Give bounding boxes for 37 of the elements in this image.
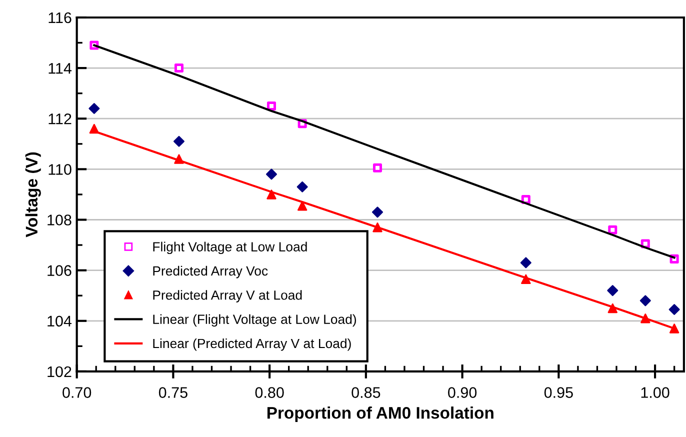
point [174,64,184,73]
y-tick-label: 116 [48,12,72,24]
y-tick-label: 108 [48,214,72,226]
point [607,285,618,296]
legend-label: Predicted Array Voc [153,266,268,278]
x-tick-label: 0.95 [544,387,573,398]
y-tick-label: 102 [48,366,72,378]
point [296,181,308,192]
y-tick-label: 110 [48,164,72,175]
legend-label: Linear (Predicted Array V at Load) [153,338,351,351]
legend-label: Flight Voltage at Low Load [153,242,307,254]
y-axis-title: Voltage (V) [25,152,41,238]
y-tick-label: 112 [48,113,72,124]
point [88,102,100,114]
x-tick-label: 0.80 [255,387,284,398]
point [372,163,382,172]
point [668,304,680,316]
point [669,324,680,334]
y-tick-label: 104 [48,316,72,327]
legend-label: Linear (Flight Voltage at Low Load) [153,314,356,327]
point [266,168,277,180]
x-tick-label: 0.75 [158,387,188,398]
point [608,225,618,234]
point [520,257,532,268]
point [173,136,184,147]
point [266,101,276,110]
x-tick-label: 0.85 [352,387,380,398]
point [266,190,276,200]
point [372,206,383,218]
x-axis-title: Proportion of AM0 Insolation [267,406,494,422]
x-tick-label: 0.90 [448,387,477,398]
x-tick-label: 1.00 [641,387,670,398]
y-tick-label: 106 [48,265,72,276]
y-tick-label: 114 [48,63,72,74]
point [640,295,651,306]
x-tick-label: 0.70 [62,387,92,398]
legend-label: Predicted Array V at Load [153,290,302,302]
